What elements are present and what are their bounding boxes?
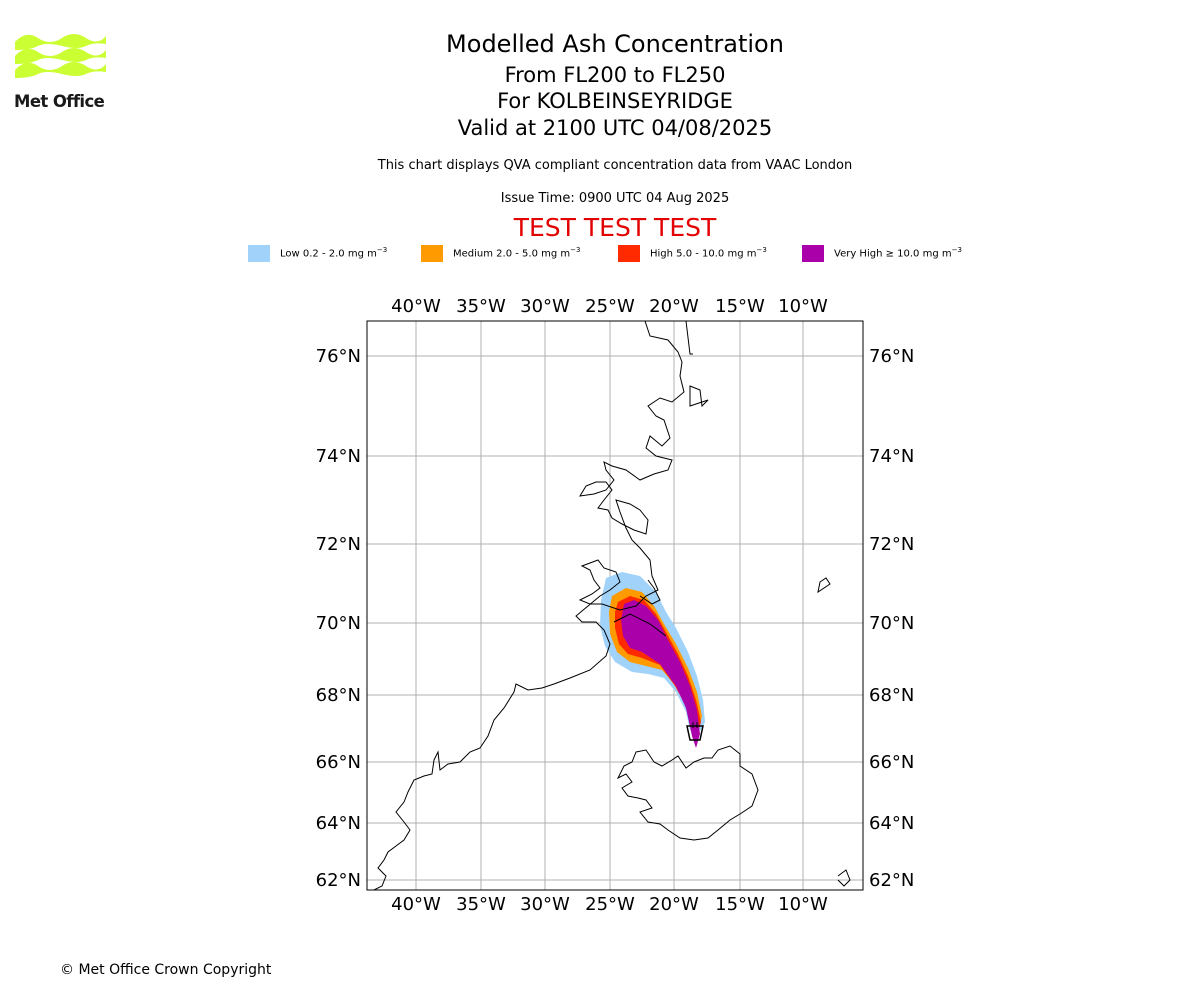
legend-label-low: Low 0.2 - 2.0 mg m−3 — [280, 246, 388, 260]
lat-label: 66°N — [316, 752, 361, 773]
lon-labels-bottom: 40°W 35°W 30°W 25°W 20°W 15°W 10°W — [391, 894, 828, 915]
lat-label: 64°N — [869, 813, 914, 834]
lon-label: 10°W — [778, 894, 828, 915]
lat-label: 70°N — [869, 613, 914, 634]
valid-time: Valid at 2100 UTC 04/08/2025 — [457, 116, 773, 140]
lat-label: 72°N — [316, 534, 361, 555]
ash-very-high-area — [621, 600, 700, 748]
lat-label: 62°N — [316, 870, 361, 891]
legend-swatch-very-high — [802, 245, 824, 262]
lon-label: 40°W — [391, 296, 441, 317]
lon-label: 20°W — [649, 894, 699, 915]
lat-label: 64°N — [316, 813, 361, 834]
lat-labels-right: 76°N 74°N 72°N 70°N 68°N 66°N 64°N 62°N — [869, 346, 914, 891]
lon-label: 20°W — [649, 296, 699, 317]
lon-label: 30°W — [520, 296, 570, 317]
met-office-waves-icon — [15, 34, 106, 78]
lat-label: 70°N — [316, 613, 361, 634]
lat-label: 66°N — [869, 752, 914, 773]
lat-label: 68°N — [316, 685, 361, 706]
lon-label: 35°W — [456, 894, 506, 915]
legend-label-very-high: Very High ≥ 10.0 mg m−3 — [834, 246, 962, 260]
lat-labels-left: 76°N 74°N 72°N 70°N 68°N 66°N 64°N 62°N — [316, 346, 361, 891]
logo-text: Met Office — [14, 92, 105, 111]
lat-label: 62°N — [869, 870, 914, 891]
lon-label: 10°W — [778, 296, 828, 317]
legend-swatch-low — [248, 245, 270, 262]
test-banner: TEST TEST TEST — [513, 213, 717, 242]
legend-label-high: High 5.0 - 10.0 mg m−3 — [650, 246, 767, 260]
lon-label: 30°W — [520, 894, 570, 915]
coastlines — [373, 321, 851, 890]
lon-label: 15°W — [715, 296, 765, 317]
lat-label: 72°N — [869, 534, 914, 555]
lon-label: 15°W — [715, 894, 765, 915]
lon-label: 25°W — [585, 296, 635, 317]
lon-label: 25°W — [585, 894, 635, 915]
lat-label: 74°N — [316, 446, 361, 467]
legend-swatch-medium — [421, 245, 443, 262]
chart-title: Modelled Ash Concentration — [446, 30, 784, 58]
lat-label: 76°N — [869, 346, 914, 367]
legend-label-medium: Medium 2.0 - 5.0 mg m−3 — [453, 246, 581, 260]
lon-label: 40°W — [391, 894, 441, 915]
lat-label: 74°N — [869, 446, 914, 467]
issue-time: Issue Time: 0900 UTC 04 Aug 2025 — [500, 191, 730, 206]
lon-label: 35°W — [456, 296, 506, 317]
lat-label: 76°N — [316, 346, 361, 367]
met-office-logo: Met Office — [14, 30, 108, 114]
lon-labels-top: 40°W 35°W 30°W 25°W 20°W 15°W 10°W — [391, 296, 828, 317]
copyright-notice: © Met Office Crown Copyright — [60, 962, 272, 978]
legend-swatch-high — [618, 245, 640, 262]
ash-plume — [600, 572, 705, 748]
flight-levels: From FL200 to FL250 — [504, 63, 726, 87]
chart-description: This chart displays QVA compliant concen… — [377, 158, 853, 173]
map-frame — [366, 320, 864, 891]
volcano-name: For KOLBEINSEYRIDGE — [497, 89, 733, 113]
lat-label: 68°N — [869, 685, 914, 706]
